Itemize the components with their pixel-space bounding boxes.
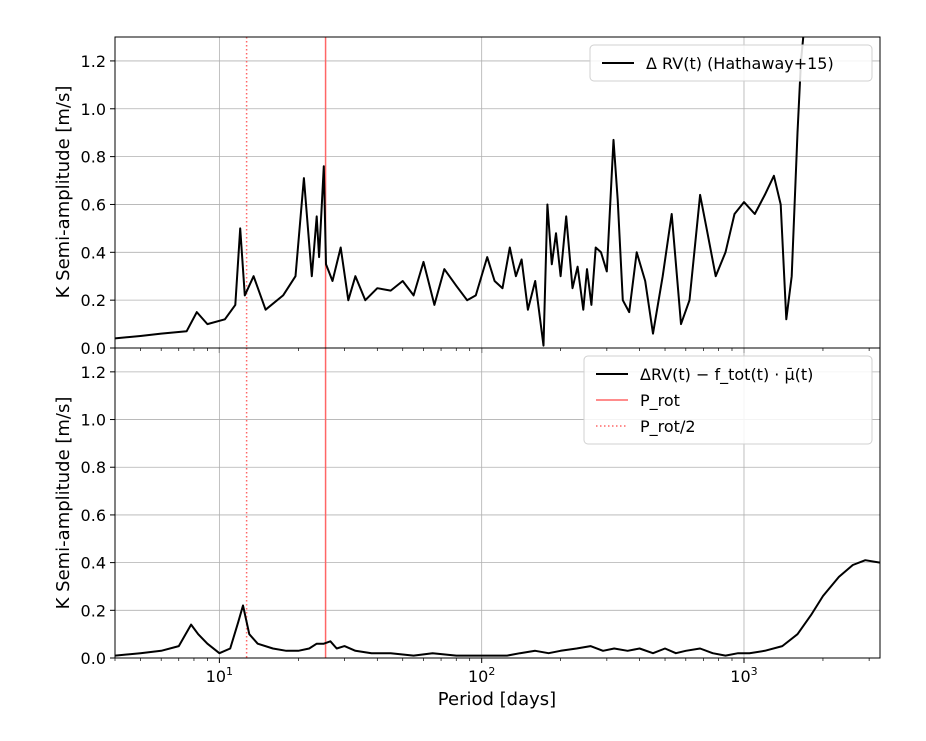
y-tick-label: 0.2 [81,291,106,310]
top-ylabel: K Semi-amplitude [m/s] [53,86,74,299]
y-tick-label: 0.6 [81,195,106,214]
bottom-series [115,559,880,657]
y-tick-label: 1.0 [81,411,106,430]
legend-entry-prot-half: P_rot/2 [640,417,696,437]
bottom-series-line [115,559,880,657]
y-tick-label: 0.8 [81,148,106,167]
bottom-legend: ΔRV(t) − f_tot(t) · μ̄(t) P_rot P_rot/2 [583,355,873,445]
x-tick-label: 101 [206,665,233,686]
y-tick-label: 0.0 [81,339,106,358]
y-tick-label: 0.2 [81,601,106,620]
top-reference-lines [245,37,327,348]
top-series [115,37,805,347]
top-legend-box [589,44,873,82]
top-ticks: 0.0 0.2 0.4 0.6 0.8 1.0 1.2 [81,36,881,358]
legend-entry-prot: P_rot [640,391,680,411]
y-tick-label: 0.4 [81,243,106,262]
y-tick-label: 1.0 [81,100,106,119]
x-axis-label: Period [days] [438,689,556,710]
bottom-legend-box [583,355,873,445]
y-tick-label: 0.8 [81,458,106,477]
legend-entry-series: Δ RV(t) (Hathaway+15) [646,54,834,73]
bottom-reference-lines [245,348,327,658]
top-series-line [115,37,805,347]
top-legend: Δ RV(t) (Hathaway+15) [589,44,873,82]
x-tick-label: 102 [468,665,495,686]
bottom-axes-frame [114,347,881,659]
x-tick-label: 103 [730,665,757,686]
legend-entry-series: ΔRV(t) − f_tot(t) · μ̄(t) [640,365,813,385]
bottom-ylabel: K Semi-amplitude [m/s] [53,397,74,610]
y-tick-label: 0.0 [81,649,106,668]
bottom-panel: 0.0 0.2 0.4 0.6 0.8 1.0 1.2 101 102 103 K Semi-am… [53,347,881,686]
y-tick-label: 0.6 [81,506,106,525]
y-tick-label: 1.2 [81,52,106,71]
y-tick-label: 1.2 [81,363,106,382]
y-tick-label: 0.4 [81,554,106,573]
top-panel: 0.0 0.2 0.4 0.6 0.8 1.0 1.2 K Semi-amplitude [… [53,36,881,358]
